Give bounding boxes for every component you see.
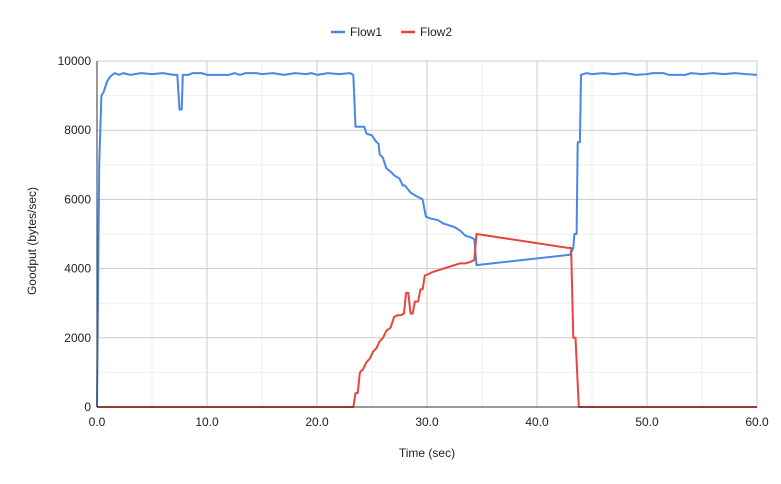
x-tick-label: 60.0 <box>745 415 769 429</box>
y-tick-label: 8000 <box>64 123 91 137</box>
y-axis-title: Goodput (bytes/sec) <box>25 187 39 295</box>
x-axis-title: Time (sec) <box>399 446 455 460</box>
y-tick-label: 10000 <box>58 54 92 68</box>
legend-label-flow1: Flow1 <box>350 25 382 39</box>
x-tick-label: 0.0 <box>89 415 106 429</box>
x-tick-label: 50.0 <box>635 415 659 429</box>
series-layer <box>96 72 758 408</box>
legend: Flow1 Flow2 <box>331 25 452 39</box>
x-axis-tick-labels: 0.0 10.0 20.0 30.0 40.0 50.0 60.0 <box>89 415 769 429</box>
x-tick-label: 20.0 <box>305 415 329 429</box>
y-tick-label: 4000 <box>64 262 91 276</box>
y-tick-label: 6000 <box>64 192 91 206</box>
series-line-flow1 <box>96 72 758 408</box>
legend-label-flow2: Flow2 <box>420 25 452 39</box>
y-axis-tick-labels: 0 2000 4000 6000 8000 10000 <box>58 54 92 414</box>
x-tick-label: 30.0 <box>415 415 439 429</box>
series-line-flow2 <box>97 233 757 408</box>
x-tick-label: 40.0 <box>525 415 549 429</box>
y-tick-label: 0 <box>84 400 91 414</box>
major-gridlines <box>97 60 758 407</box>
x-tick-label: 10.0 <box>195 415 219 429</box>
y-tick-label: 2000 <box>64 331 91 345</box>
axes <box>96 61 757 408</box>
